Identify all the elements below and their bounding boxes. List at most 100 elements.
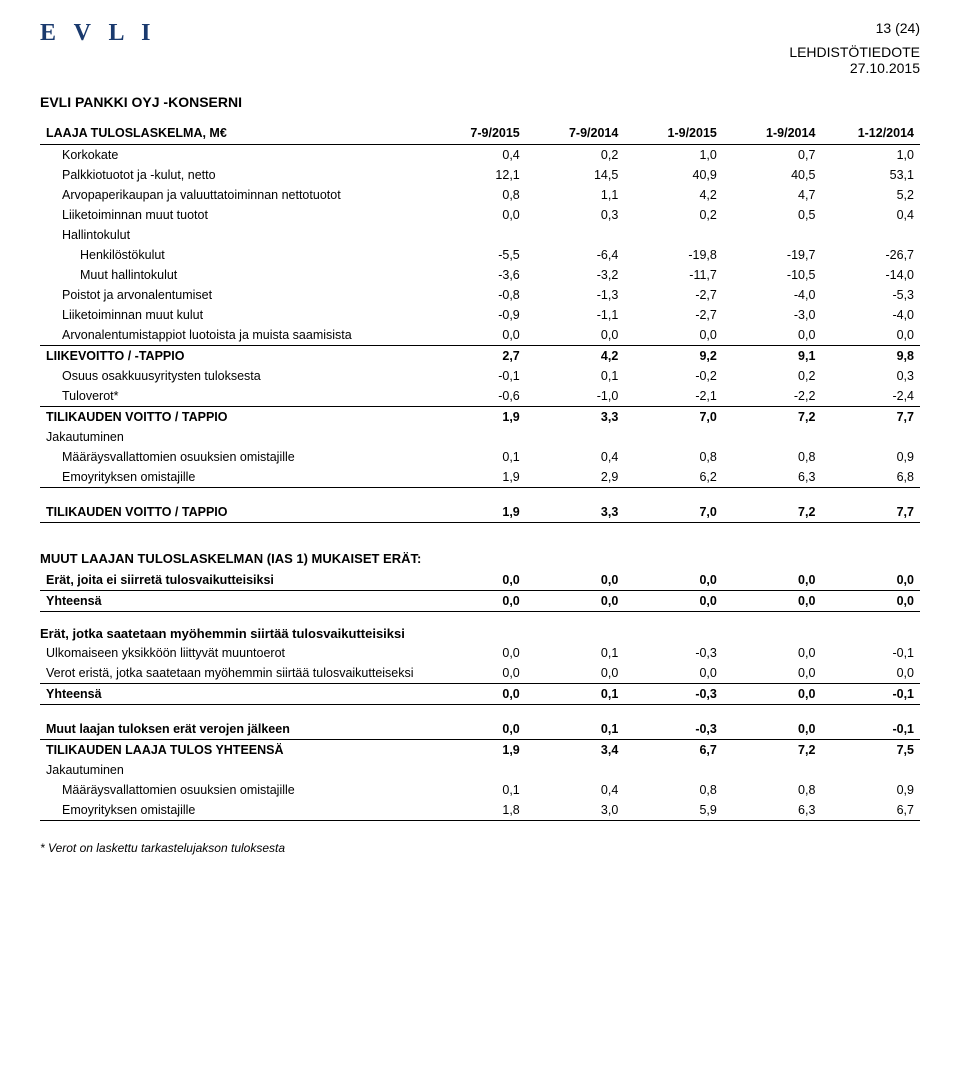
- cell-value: 0,8: [624, 780, 723, 800]
- cell-value: 0,8: [723, 780, 822, 800]
- cell-value: 5,9: [624, 800, 723, 821]
- cell-value: [723, 760, 822, 780]
- cell-value: 6,7: [821, 800, 920, 821]
- subtitle-ias1: MUUT LAAJAN TULOSLASKELMAN (IAS 1) MUKAI…: [40, 551, 920, 566]
- cell-value: -0,3: [624, 684, 723, 705]
- row-label: Emoyrityksen omistajille: [40, 467, 427, 488]
- cell-value: 0,0: [624, 663, 723, 684]
- row-label: TILIKAUDEN VOITTO / TAPPIO: [40, 407, 427, 428]
- cell-value: -1,3: [526, 285, 625, 305]
- cell-value: 0,0: [821, 570, 920, 591]
- cell-value: -4,0: [821, 305, 920, 325]
- table-row: Liiketoiminnan muut tuotot0,00,30,20,50,…: [40, 205, 920, 225]
- cell-value: 1,0: [624, 145, 723, 166]
- cell-value: -2,1: [624, 386, 723, 407]
- row-label: Korkokate: [40, 145, 427, 166]
- table-row: Tuloverot*-0,6-1,0-2,1-2,2-2,4: [40, 386, 920, 407]
- table-row: Muut hallintokulut-3,6-3,2-11,7-10,5-14,…: [40, 265, 920, 285]
- cell-value: 0,4: [427, 145, 526, 166]
- cell-value: 0,0: [723, 684, 822, 705]
- cell-value: [821, 760, 920, 780]
- cell-value: 0,0: [723, 325, 822, 346]
- table-row: Liiketoiminnan muut kulut-0,9-1,1-2,7-3,…: [40, 305, 920, 325]
- table-row: Korkokate0,40,21,00,71,0: [40, 145, 920, 166]
- doc-date: 27.10.2015: [789, 60, 920, 76]
- cell-value: 4,7: [723, 185, 822, 205]
- cell-value: 3,0: [526, 800, 625, 821]
- cell-value: 7,0: [624, 407, 723, 428]
- cell-value: -0,9: [427, 305, 526, 325]
- cell-value: 1,8: [427, 800, 526, 821]
- cell-value: 3,3: [526, 502, 625, 523]
- cell-value: 0,2: [526, 145, 625, 166]
- cell-value: 0,1: [427, 780, 526, 800]
- cell-value: -19,8: [624, 245, 723, 265]
- cell-value: 9,8: [821, 346, 920, 367]
- cell-value: 0,0: [427, 325, 526, 346]
- cell-value: 0,0: [723, 663, 822, 684]
- cell-value: 1,9: [427, 467, 526, 488]
- block3-table: Ulkomaiseen yksikköön liittyvät muuntoer…: [40, 643, 920, 705]
- row-label: Jakautuminen: [40, 427, 427, 447]
- cell-value: -3,0: [723, 305, 822, 325]
- cell-value: 1,9: [427, 407, 526, 428]
- table-row: TILIKAUDEN LAAJA TULOS YHTEENSÄ1,93,46,7…: [40, 740, 920, 761]
- cell-value: 0,5: [723, 205, 822, 225]
- cell-value: -2,7: [624, 285, 723, 305]
- cell-value: 6,3: [723, 467, 822, 488]
- cell-value: 1,9: [427, 502, 526, 523]
- row-label: Hallintokulut: [40, 225, 427, 245]
- row-label: TILIKAUDEN LAAJA TULOS YHTEENSÄ: [40, 740, 427, 761]
- table-row: Emoyrityksen omistajille1,83,05,96,36,7: [40, 800, 920, 821]
- cell-value: [427, 225, 526, 245]
- cell-value: -5,5: [427, 245, 526, 265]
- table-row: TILIKAUDEN VOITTO / TAPPIO1,93,37,07,27,…: [40, 407, 920, 428]
- cell-value: 1,1: [526, 185, 625, 205]
- cell-value: -2,2: [723, 386, 822, 407]
- table-row: Arvopaperikaupan ja valuuttatoiminnan ne…: [40, 185, 920, 205]
- cell-value: -11,7: [624, 265, 723, 285]
- cell-value: 14,5: [526, 165, 625, 185]
- table-row: Muut laajan tuloksen erät verojen jälkee…: [40, 719, 920, 740]
- cell-value: 0,0: [427, 205, 526, 225]
- cell-value: 0,4: [526, 780, 625, 800]
- cell-value: 0,2: [723, 366, 822, 386]
- cell-value: 4,2: [624, 185, 723, 205]
- row-label: LIIKEVOITTO / -TAPPIO: [40, 346, 427, 367]
- cell-value: 6,3: [723, 800, 822, 821]
- table-row: Henkilöstökulut-5,5-6,4-19,8-19,7-26,7: [40, 245, 920, 265]
- row-label: Henkilöstökulut: [40, 245, 427, 265]
- table-title: LAAJA TULOSLASKELMA, M€: [40, 122, 427, 145]
- cell-value: -0,3: [624, 719, 723, 740]
- cell-value: 40,5: [723, 165, 822, 185]
- page-number: 13 (24): [789, 20, 920, 36]
- row-label: Liiketoiminnan muut tuotot: [40, 205, 427, 225]
- row-label: Jakautuminen: [40, 760, 427, 780]
- cell-value: -0,1: [821, 719, 920, 740]
- col-header: 1-9/2014: [723, 122, 822, 145]
- row-label: Liiketoiminnan muut kulut: [40, 305, 427, 325]
- table-row: Ulkomaiseen yksikköön liittyvät muuntoer…: [40, 643, 920, 663]
- cell-value: 0,0: [526, 325, 625, 346]
- cell-value: 4,2: [526, 346, 625, 367]
- table-row: Määräysvallattomien osuuksien omistajill…: [40, 447, 920, 467]
- table-row: LIIKEVOITTO / -TAPPIO2,74,29,29,19,8: [40, 346, 920, 367]
- cell-value: [723, 225, 822, 245]
- cell-value: 0,8: [624, 447, 723, 467]
- cell-value: 12,1: [427, 165, 526, 185]
- cell-value: 6,2: [624, 467, 723, 488]
- row-label: Yhteensä: [40, 684, 427, 705]
- cell-value: 0,4: [526, 447, 625, 467]
- cell-value: -0,6: [427, 386, 526, 407]
- cell-value: 0,4: [821, 205, 920, 225]
- row-label: Palkkiotuotot ja -kulut, netto: [40, 165, 427, 185]
- row-label: Arvonalentumistappiot luotoista ja muist…: [40, 325, 427, 346]
- cell-value: 0,1: [526, 719, 625, 740]
- table-row: TILIKAUDEN VOITTO / TAPPIO1,93,37,07,27,…: [40, 502, 920, 523]
- cell-value: [526, 760, 625, 780]
- col-header: 7-9/2015: [427, 122, 526, 145]
- cell-value: 7,7: [821, 502, 920, 523]
- cell-value: 0,0: [723, 643, 822, 663]
- cell-value: -10,5: [723, 265, 822, 285]
- row-label: TILIKAUDEN VOITTO / TAPPIO: [40, 502, 427, 523]
